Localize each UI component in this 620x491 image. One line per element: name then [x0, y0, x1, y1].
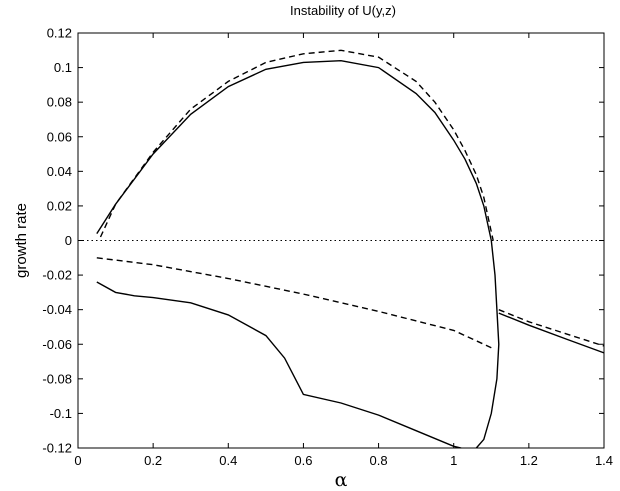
- x-tick-label: 1.4: [595, 453, 613, 468]
- chart-title: Instability of U(y,z): [290, 3, 396, 18]
- x-tick-label: 1.2: [520, 453, 538, 468]
- x-tick-label: 0.4: [219, 453, 237, 468]
- x-tick-label: 0.6: [294, 453, 312, 468]
- y-tick-label: -0.08: [42, 371, 72, 386]
- x-tick-label: 0: [74, 453, 81, 468]
- series-solid-line-1: [96, 281, 462, 449]
- y-tick-label: 0.04: [47, 164, 72, 179]
- series-solid-line-0: [96, 59, 500, 449]
- series-dashed-line-3: [99, 49, 494, 241]
- tick-layer: 0 0.2 0.4 0.6 0.8 1 1.2 1.4 -0.12 -0.1 -0.08 -0.06 -…: [42, 26, 613, 469]
- y-tick-label: -0.1: [50, 406, 72, 421]
- y-axis-label: growth rate: [13, 203, 30, 278]
- series-dashed-line-4: [96, 257, 492, 349]
- y-tick-label: -0.02: [42, 268, 72, 283]
- x-tick-label: 0.2: [144, 453, 162, 468]
- y-tick-label: -0.06: [42, 337, 72, 352]
- x-tick-label: 0.8: [370, 453, 388, 468]
- y-tick-label: 0.02: [47, 198, 72, 213]
- series-layer: [78, 49, 605, 449]
- series-dashed-line-5: [498, 309, 605, 347]
- x-tick-label: 1: [450, 453, 457, 468]
- y-tick-label: -0.12: [42, 441, 72, 456]
- y-tick-label: -0.04: [42, 302, 72, 317]
- series-solid-line-2: [498, 312, 605, 354]
- plot-frame: [77, 32, 605, 449]
- y-tick-label: 0.12: [47, 26, 72, 41]
- y-tick-label: 0.1: [54, 60, 72, 75]
- x-axis-label: α: [335, 469, 348, 491]
- y-tick-label: 0.06: [47, 129, 72, 144]
- y-tick-label: 0.08: [47, 95, 72, 110]
- y-tick-label: 0: [65, 233, 72, 248]
